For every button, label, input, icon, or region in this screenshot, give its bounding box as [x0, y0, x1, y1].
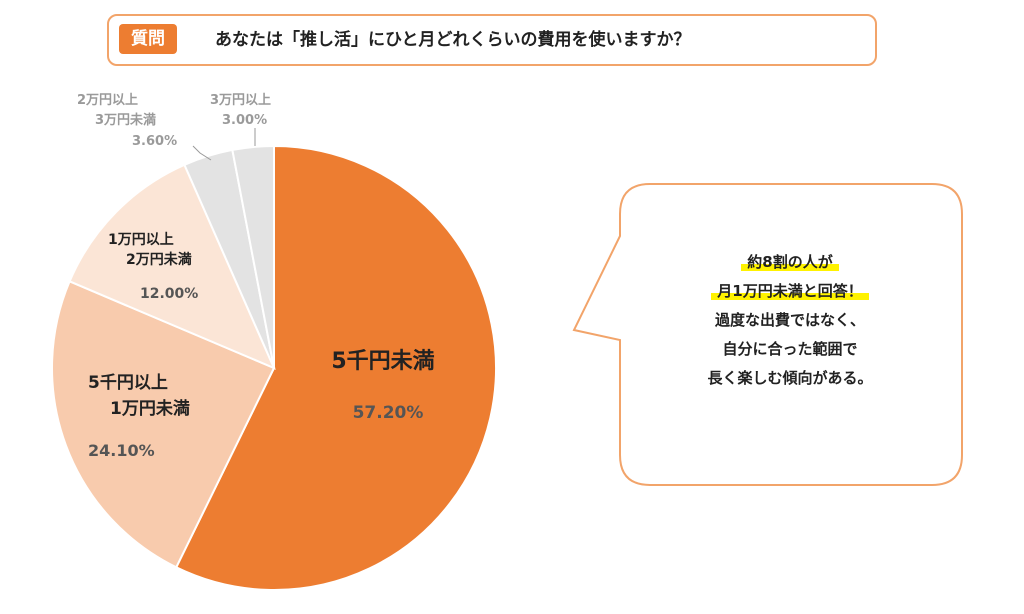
slice-over-30k-value-label: 3.00%	[222, 113, 267, 128]
callout-highlighted-text: 月1万円未満と回答！	[711, 282, 869, 300]
leader-line-20k-30k	[192, 145, 212, 161]
slice-under-5k	[174, 144, 497, 591]
slice-5k-10k-label-line: 1万円未満	[110, 398, 190, 419]
slice-10k-20k	[68, 163, 276, 370]
slice-under-5k-value-label: 57.20%	[353, 403, 424, 423]
callout-line: 月1万円未満と回答！	[640, 277, 940, 306]
slice-over-30k	[231, 144, 275, 369]
slice-10k-20k-label-line: 1万円以上	[108, 232, 174, 248]
callout-line: 過度な出費ではなく、	[640, 306, 940, 335]
question-text: あなたは「推し活」にひと月どれくらいの費用を使いますか？	[215, 30, 691, 50]
question-box: 質問 あなたは「推し活」にひと月どれくらいの費用を使いますか？	[107, 14, 877, 66]
slice-under-5k-label-line: 5千円未満	[331, 348, 434, 374]
slice-10k-20k-label-line: 2万円未満	[126, 251, 192, 268]
slice-10k-20k-value-label: 12.00%	[140, 286, 198, 302]
callout-line: 自分に合った範囲で	[640, 335, 940, 364]
callout-line-text: 長く楽しむ傾向がある。	[707, 369, 873, 387]
slice-20k-30k-value-label: 3.60%	[132, 134, 177, 149]
callout-text: 約8割の人が月1万円未満と回答！ 過度な出費ではなく、 自分に合った範囲で 長く楽しむ…	[640, 248, 940, 393]
callout-line: 約8割の人が	[640, 248, 940, 277]
slice-5k-10k	[51, 280, 276, 569]
question-badge: 質問	[119, 24, 177, 54]
callout-line: 長く楽しむ傾向がある。	[640, 364, 940, 393]
slice-5k-10k-value-label: 24.10%	[88, 441, 155, 460]
slice-20k-30k-label-line: 3万円未満	[95, 112, 156, 128]
callout-highlighted-text: 約8割の人が	[741, 253, 839, 271]
slice-20k-30k-label-line: 2万円以上	[77, 93, 138, 108]
slice-over-30k-label-line: 3万円以上	[210, 93, 271, 108]
callout-line-text: 自分に合った範囲で	[722, 340, 858, 358]
callout-line-text: 過度な出費ではなく、	[714, 311, 865, 329]
slice-5k-10k-label-line: 5千円以上	[88, 373, 168, 393]
